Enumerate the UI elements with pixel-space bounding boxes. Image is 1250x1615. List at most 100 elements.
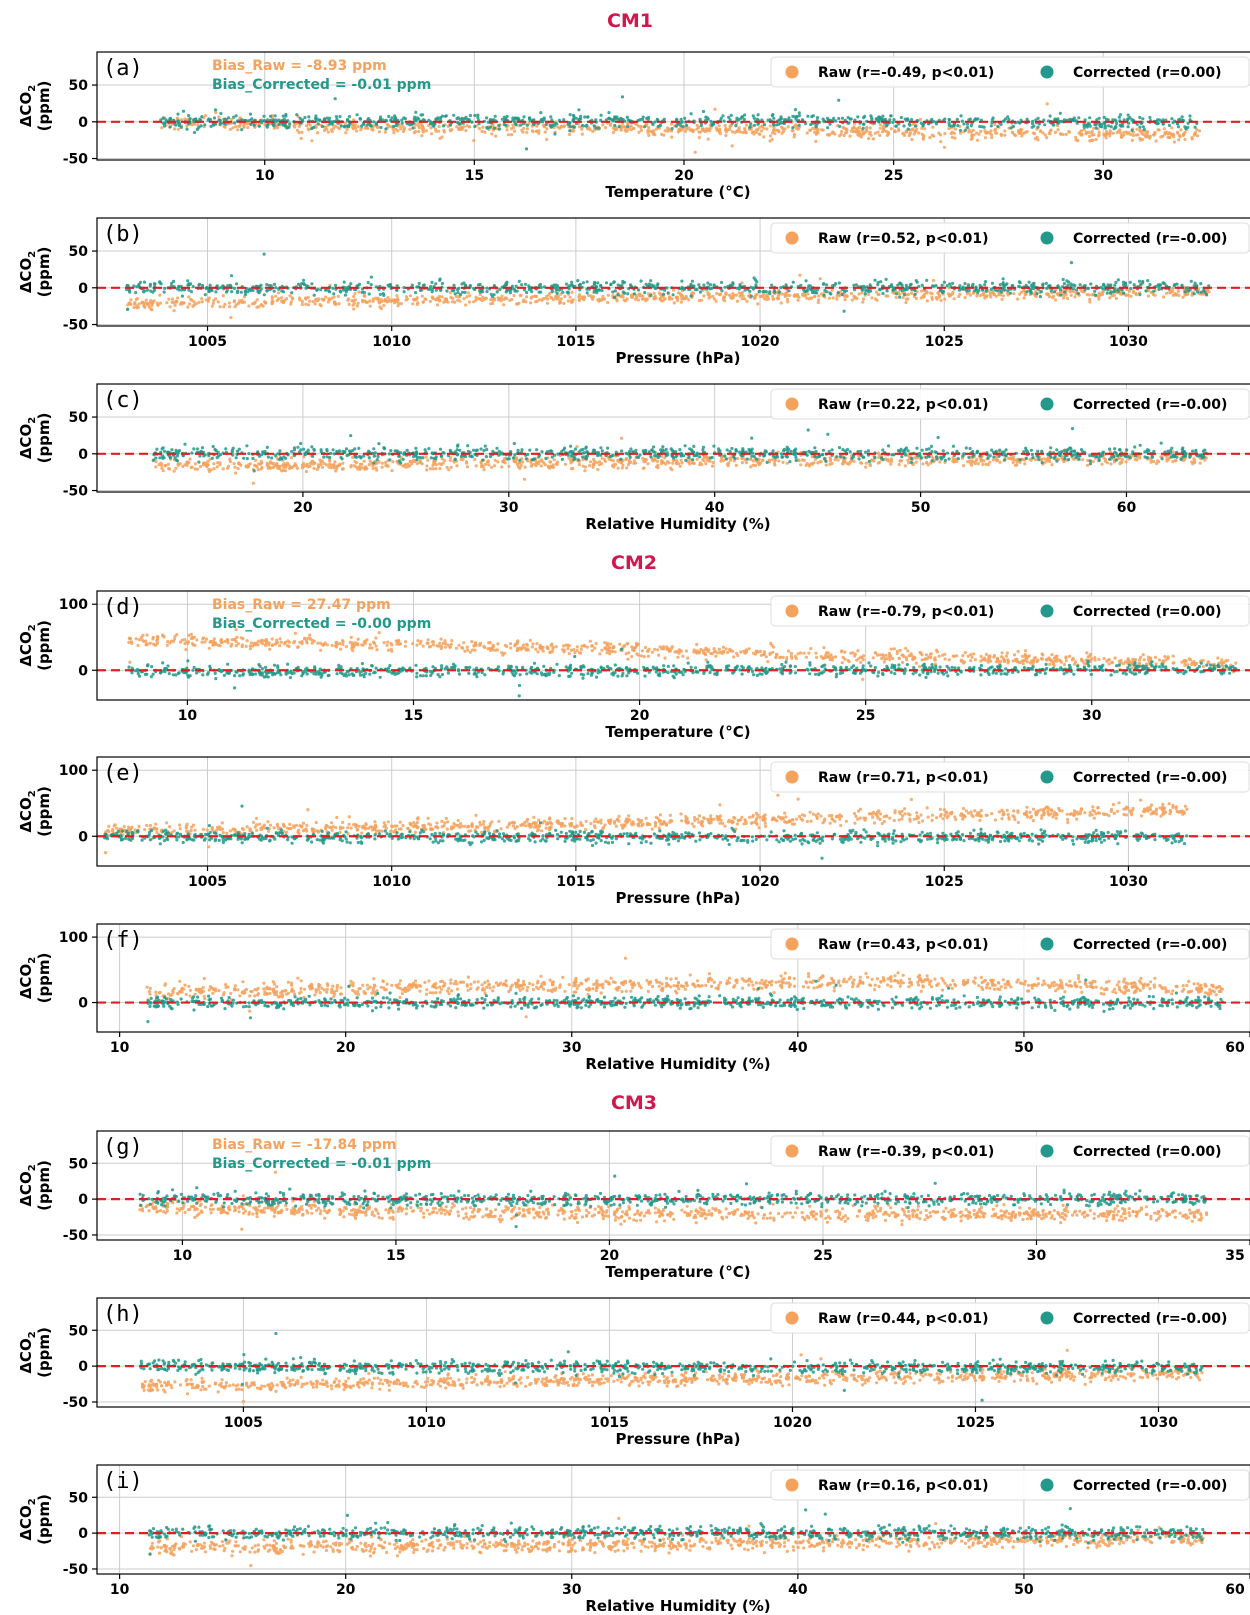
- raw-point: [1152, 459, 1156, 464]
- corrected-point: [334, 115, 338, 119]
- corrected-point: [514, 122, 518, 126]
- raw-point: [836, 458, 840, 462]
- corrected-point: [484, 116, 489, 120]
- raw-point: [306, 303, 311, 307]
- raw-point: [1122, 130, 1126, 135]
- raw-point: [304, 297, 308, 301]
- raw-point: [646, 462, 650, 466]
- raw-point: [667, 461, 671, 465]
- raw-point: [842, 133, 846, 138]
- corrected-point: [402, 290, 406, 294]
- corrected-point: [192, 118, 196, 122]
- raw-point: [988, 131, 992, 135]
- corrected-point: [544, 122, 548, 127]
- raw-point: [861, 132, 865, 136]
- raw-point: [1033, 132, 1037, 136]
- corrected-point: [327, 290, 332, 294]
- corrected-point: [401, 457, 405, 461]
- raw-point: [176, 296, 180, 300]
- corrected-point: [274, 118, 278, 122]
- corrected-point: [367, 292, 371, 296]
- raw-point: [768, 124, 772, 128]
- raw-point: [772, 126, 776, 130]
- raw-point: [1058, 132, 1063, 136]
- raw-point: [665, 126, 670, 130]
- corrected-point: [273, 114, 277, 118]
- corrected-point: [553, 132, 557, 136]
- raw-point: [1176, 131, 1180, 135]
- raw-point: [671, 461, 675, 465]
- corrected-point: [1067, 457, 1071, 462]
- raw-point: [795, 127, 799, 131]
- corrected-point: [629, 283, 633, 287]
- corrected-point: [891, 286, 896, 290]
- raw-point: [424, 455, 428, 459]
- raw-point: [1135, 127, 1139, 131]
- raw-point: [190, 123, 194, 127]
- raw-point: [1172, 140, 1176, 144]
- raw-point: [376, 125, 380, 130]
- raw-point: [1171, 460, 1175, 464]
- raw-point: [1154, 139, 1158, 143]
- corrected-point: [1063, 290, 1067, 294]
- raw-point: [1003, 129, 1007, 133]
- raw-point: [647, 133, 651, 137]
- corrected-point: [957, 288, 962, 292]
- corrected-point: [1072, 116, 1076, 120]
- raw-point: [760, 124, 764, 128]
- corrected-point: [186, 279, 190, 283]
- raw-point: [830, 461, 834, 466]
- raw-point: [837, 134, 842, 138]
- raw-point: [563, 462, 568, 466]
- raw-point: [449, 295, 453, 300]
- raw-point: [472, 139, 476, 143]
- raw-point: [1088, 300, 1092, 304]
- raw-point: [354, 129, 359, 133]
- x-tick-label: 1005: [188, 334, 227, 350]
- x-tick-label: 10: [255, 168, 275, 184]
- raw-point: [359, 128, 363, 132]
- corrected-point: [218, 118, 222, 122]
- raw-point: [1069, 293, 1073, 297]
- legend: Raw (r=0.52, p<0.01) Corrected (r=-0.00): [770, 222, 1250, 254]
- raw-point: [970, 134, 974, 138]
- corrected-point: [1030, 122, 1035, 126]
- raw-point: [548, 460, 552, 464]
- raw-point: [511, 123, 515, 127]
- corrected-point: [323, 288, 328, 292]
- corrected-point: [612, 280, 616, 284]
- raw-point: [385, 299, 389, 303]
- raw-point: [207, 467, 211, 471]
- scatter-points: [125, 252, 1211, 320]
- raw-point: [1090, 130, 1094, 134]
- raw-point: [326, 300, 330, 304]
- raw-point: [431, 296, 435, 300]
- corrected-point: [1138, 443, 1142, 447]
- raw-point: [910, 128, 914, 132]
- raw-point: [553, 295, 558, 299]
- corrected-point: [794, 458, 798, 463]
- raw-point: [308, 299, 312, 303]
- corrected-point: [687, 456, 691, 460]
- raw-point: [743, 297, 747, 301]
- raw-point: [1104, 132, 1109, 136]
- corrected-point: [252, 469, 256, 473]
- raw-point: [324, 295, 328, 299]
- raw-point: [226, 464, 230, 468]
- raw-point: [1114, 296, 1118, 301]
- corrected-point: [1189, 279, 1193, 283]
- corrected-point: [320, 124, 324, 129]
- corrected-point: [915, 446, 919, 450]
- raw-point: [724, 126, 728, 131]
- raw-point: [572, 129, 576, 133]
- corrected-point: [539, 285, 543, 290]
- corrected-point: [1126, 125, 1130, 129]
- corrected-point: [260, 121, 264, 125]
- raw-point: [850, 127, 855, 131]
- raw-point: [530, 295, 534, 299]
- raw-point: [289, 302, 293, 306]
- raw-point: [1061, 132, 1065, 136]
- raw-point: [1141, 137, 1145, 142]
- raw-point: [848, 134, 852, 138]
- raw-point: [462, 297, 466, 301]
